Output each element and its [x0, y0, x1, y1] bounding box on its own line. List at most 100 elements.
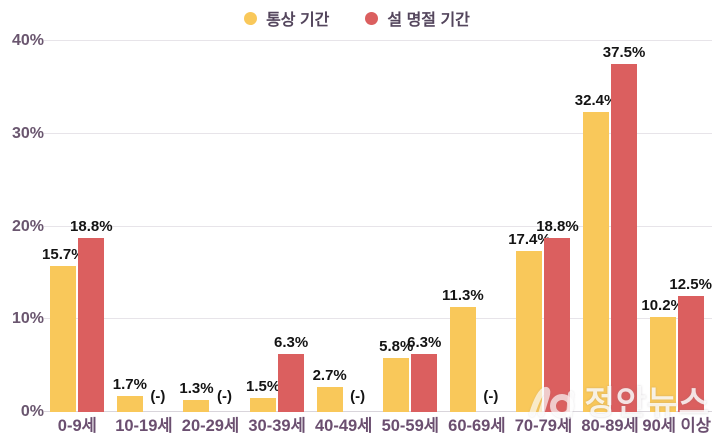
data-label: 5.8% — [379, 338, 414, 356]
bar-holiday-period — [78, 237, 105, 412]
bar-slot: 15.7% — [42, 247, 85, 412]
bar-slot: (-) — [145, 389, 171, 412]
bar-normal-period — [50, 266, 77, 412]
plot-area: 15.7% 18.8% 0-9세 1.7% (-) 10-19세 1.3% (-) 20-29세… — [42, 40, 712, 434]
bar-normal-period — [183, 399, 210, 412]
bar-pair: 1.5% 6.3% — [246, 335, 308, 412]
bar-group: 11.3% (-) 60-69세 — [442, 41, 511, 434]
bar-pair: 10.2% 12.5% — [641, 277, 712, 412]
data-label: 12.5% — [669, 276, 712, 294]
x-axis-line — [44, 411, 712, 412]
data-label: 18.8% — [70, 217, 113, 235]
bar-normal-period — [583, 111, 610, 412]
bar-group: 32.4% 37.5% 80-89세 — [575, 41, 646, 434]
gridline — [44, 40, 712, 41]
data-label: 1.5% — [245, 378, 281, 396]
data-label: (-) — [483, 388, 499, 405]
gridline — [44, 318, 712, 320]
bar-slot: (-) — [478, 389, 504, 412]
bar-slot: 6.3% — [274, 335, 308, 412]
gridline — [44, 225, 712, 227]
bar-holiday-period — [611, 64, 638, 412]
bar-holiday-period — [677, 296, 704, 412]
bar-normal-period — [649, 317, 676, 412]
y-tick-label: 40% — [11, 32, 44, 49]
bar-slot: (-) — [345, 389, 371, 412]
data-label: 6.3% — [273, 333, 309, 351]
legend-item-normal-period: 통상 기간 — [244, 6, 329, 30]
bar-normal-period — [116, 396, 143, 412]
x-axis-label: 20-29세 — [181, 417, 240, 435]
bar-slot: 1.3% — [179, 381, 214, 412]
data-label: (-) — [150, 388, 166, 405]
y-tick-label: 30% — [11, 124, 44, 142]
bar-slot: 1.5% — [246, 379, 280, 412]
data-label: 1.7% — [112, 376, 147, 394]
data-label: 11.3% — [442, 287, 484, 305]
bar-slot: 32.4% — [575, 93, 617, 412]
bar-pair: 5.8% 6.3% — [379, 335, 441, 412]
y-tick-label: 10% — [11, 310, 44, 328]
bar-holiday-period — [544, 237, 571, 412]
bar-normal-period — [449, 307, 476, 412]
legend-item-holiday-period: 설 명절 기간 — [365, 6, 470, 30]
bar-slot: 1.7% — [113, 377, 147, 412]
bar-pair: 1.7% (-) — [113, 377, 171, 412]
gridline — [44, 132, 712, 134]
bar-groups: 15.7% 18.8% 0-9세 1.7% (-) 10-19세 1.3% (-) 20-29세… — [42, 41, 712, 434]
bar-pair: 2.7% (-) — [313, 368, 371, 412]
bar-group: 1.3% (-) 20-29세 — [177, 41, 244, 434]
bar-slot: 11.3% — [442, 288, 484, 412]
data-label: 15.7% — [42, 246, 85, 264]
bar-slot: (-) — [211, 389, 237, 412]
bar-normal-period — [383, 358, 410, 412]
bar-pair: 15.7% 18.8% — [42, 219, 113, 412]
data-label: 10.2% — [641, 297, 684, 315]
bar-normal-period — [516, 250, 543, 412]
x-axis-label: 50-59세 — [381, 417, 439, 435]
legend-label-holiday-period: 설 명절 기간 — [387, 12, 470, 29]
bar-group: 2.7% (-) 40-49세 — [310, 41, 377, 434]
bar-slot: 2.7% — [313, 368, 347, 412]
bar-normal-period — [250, 398, 277, 412]
data-label: 32.4% — [574, 91, 618, 109]
bar-holiday-period — [411, 353, 438, 412]
data-label: 2.7% — [312, 366, 347, 384]
bar-slot: 18.8% — [70, 219, 113, 412]
legend-label-normal-period: 통상 기간 — [266, 12, 330, 29]
x-axis-label: 40-49세 — [314, 417, 373, 435]
y-tick-label: 20% — [11, 217, 44, 235]
data-label: 6.3% — [407, 333, 442, 351]
legend-swatch-yellow — [244, 11, 258, 25]
legend-swatch-red — [365, 11, 379, 25]
bar-pair: 17.4% 18.8% — [508, 219, 579, 412]
bar-group: 17.4% 18.8% 70-79세 — [508, 41, 579, 434]
x-axis-label: 80-89세 — [581, 417, 639, 435]
data-label: 18.8% — [536, 217, 579, 235]
bar-slot: 10.2% — [641, 298, 684, 412]
bar-group: 15.7% 18.8% 0-9세 — [42, 41, 113, 434]
x-axis-label: 90세 이상 — [642, 417, 711, 435]
bar-slot: 17.4% — [508, 232, 551, 412]
bar-slot: 5.8% — [379, 339, 413, 412]
legend: 통상 기간 설 명절 기간 — [0, 6, 714, 30]
data-label: (-) — [350, 388, 366, 405]
bar-pair: 11.3% (-) — [442, 288, 504, 412]
x-axis-label: 70-79세 — [514, 417, 573, 435]
x-axis-label: 30-39세 — [248, 417, 306, 435]
bar-holiday-period — [278, 353, 305, 412]
y-tick-label: 0% — [20, 403, 44, 420]
x-axis-label: 60-69세 — [448, 417, 506, 435]
bar-slot: 12.5% — [669, 277, 712, 412]
bar-normal-period — [316, 386, 343, 412]
bar-slot: 6.3% — [407, 335, 441, 412]
bar-pair: 32.4% 37.5% — [575, 45, 645, 412]
bar-group: 5.8% 6.3% 50-59세 — [377, 41, 444, 434]
bar-group: 1.5% 6.3% 30-39세 — [244, 41, 311, 434]
x-axis-label: 10-19세 — [115, 417, 173, 435]
data-label: 1.3% — [179, 379, 214, 397]
data-label: (-) — [216, 388, 232, 405]
bar-pair: 1.3% (-) — [179, 381, 237, 412]
bar-slot: 18.8% — [536, 219, 579, 412]
